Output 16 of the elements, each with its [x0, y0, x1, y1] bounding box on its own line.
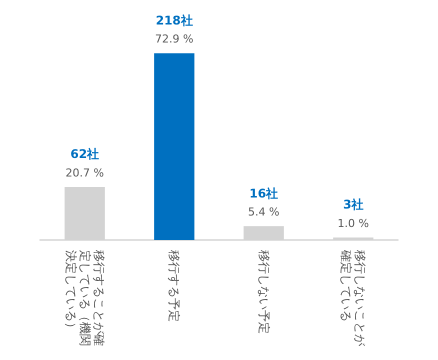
- annotation: 218社: [156, 13, 193, 28]
- x-tick-label: 移行することが確定している（機関決定している）: [64, 250, 106, 348]
- annotation: 62社: [70, 147, 100, 162]
- bar: [244, 226, 284, 240]
- annotation: 16社: [249, 186, 278, 200]
- data-label: 20.7 %: [66, 166, 104, 180]
- bar: [333, 237, 374, 240]
- x-tick-label: 移行しないことが確定している: [339, 250, 368, 348]
- annotation: 3社: [343, 198, 364, 212]
- bar: [154, 53, 194, 240]
- x-tick-label: 移行する予定: [167, 250, 182, 322]
- data-label: 1.0 %: [338, 216, 369, 230]
- x-tick-label: 移行しない予定: [256, 250, 271, 334]
- data-label: 72.9 %: [155, 32, 194, 46]
- bar: [64, 186, 105, 240]
- data-label: 5.4 %: [248, 206, 280, 219]
